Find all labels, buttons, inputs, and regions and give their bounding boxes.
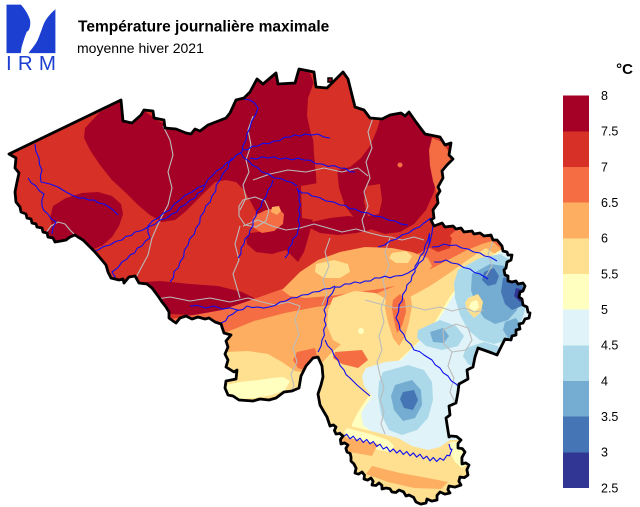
svg-text:Température journalière maxima: Température journalière maximale [78, 19, 330, 36]
svg-text:8: 8 [601, 89, 608, 103]
svg-text:°C: °C [616, 61, 633, 78]
svg-text:IRM: IRM [6, 52, 56, 75]
svg-text:3: 3 [601, 446, 608, 460]
svg-text:4.5: 4.5 [601, 339, 618, 353]
svg-text:6.5: 6.5 [601, 196, 618, 210]
svg-text:2.5: 2.5 [601, 481, 618, 495]
svg-text:5: 5 [601, 303, 608, 317]
svg-text:4: 4 [601, 374, 608, 388]
svg-text:moyenne hiver 2021: moyenne hiver 2021 [77, 40, 204, 56]
svg-text:7: 7 [601, 160, 608, 174]
svg-text:7.5: 7.5 [601, 125, 618, 139]
svg-text:3.5: 3.5 [601, 410, 618, 424]
svg-text:5.5: 5.5 [601, 267, 618, 281]
svg-text:6: 6 [601, 232, 608, 246]
